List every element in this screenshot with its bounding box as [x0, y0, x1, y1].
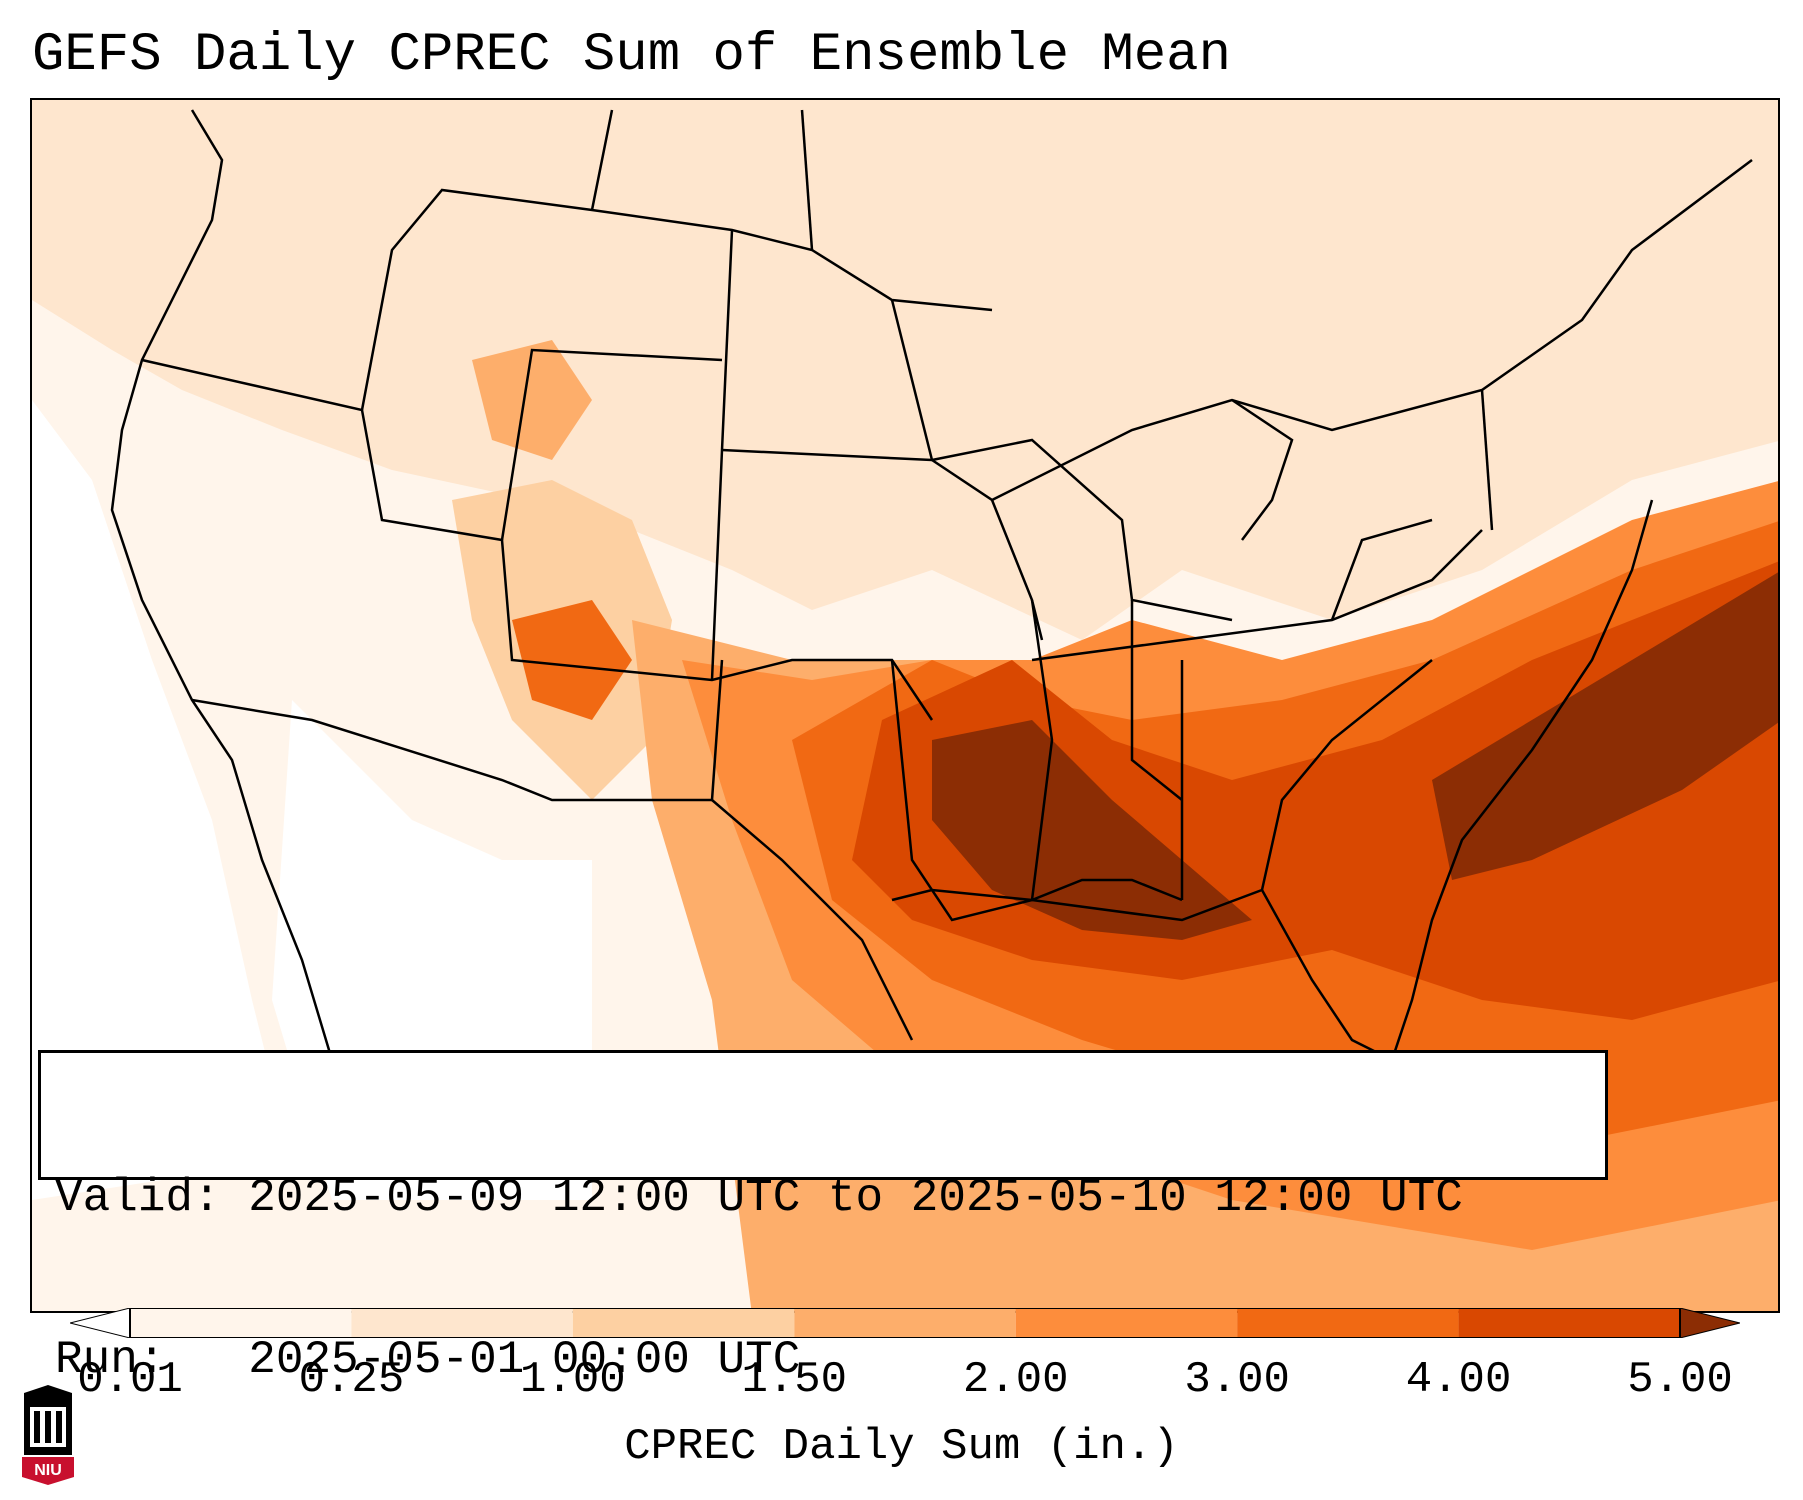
colorbar-tick-label: 5.00: [1627, 1355, 1733, 1405]
colorbar-segment: [1015, 1308, 1238, 1338]
colorbar-extend-high: [1679, 1308, 1740, 1338]
colorbar-segment: [130, 1308, 352, 1338]
map-title: GEFS Daily CPREC Sum of Ensemble Mean: [32, 25, 1231, 86]
run-time: Run: 2025-05-01 00:00 UTC: [55, 1334, 801, 1386]
validity-info-box: Valid: 2025-05-09 12:00 UTC to 2025-05-1…: [38, 1050, 1608, 1386]
colorbar-segment: [1458, 1308, 1680, 1338]
colorbar-extend-low: [70, 1308, 131, 1338]
colorbar-tick-label: 1.50: [741, 1355, 848, 1405]
svg-text:NIU: NIU: [34, 1462, 62, 1479]
colorbar-label: CPREC Daily Sum (in.): [624, 1422, 1179, 1472]
colorbar-segment: [1237, 1308, 1459, 1338]
colorbar-tick-label: 0.25: [298, 1355, 405, 1405]
colorbar-tick-label: 4.00: [1405, 1355, 1512, 1405]
colorbar-tick-label: 3.00: [1184, 1355, 1290, 1405]
colorbar-segment: [794, 1308, 1016, 1338]
boundaries: [110, 109, 1753, 1062]
niu-logo-icon: NIU: [22, 1385, 74, 1485]
colorbar-tick-label: 2.00: [962, 1355, 1069, 1405]
valid-time: Valid: 2025-05-09 12:00 UTC to 2025-05-1…: [55, 1172, 1463, 1224]
colorbar-segment: [351, 1308, 573, 1338]
colorbar-tick-label: 0.01: [77, 1355, 183, 1405]
colorbar-segment: [572, 1308, 795, 1338]
colorbar: [70, 1308, 1740, 1338]
colorbar-tick-label: 1.00: [520, 1355, 626, 1405]
